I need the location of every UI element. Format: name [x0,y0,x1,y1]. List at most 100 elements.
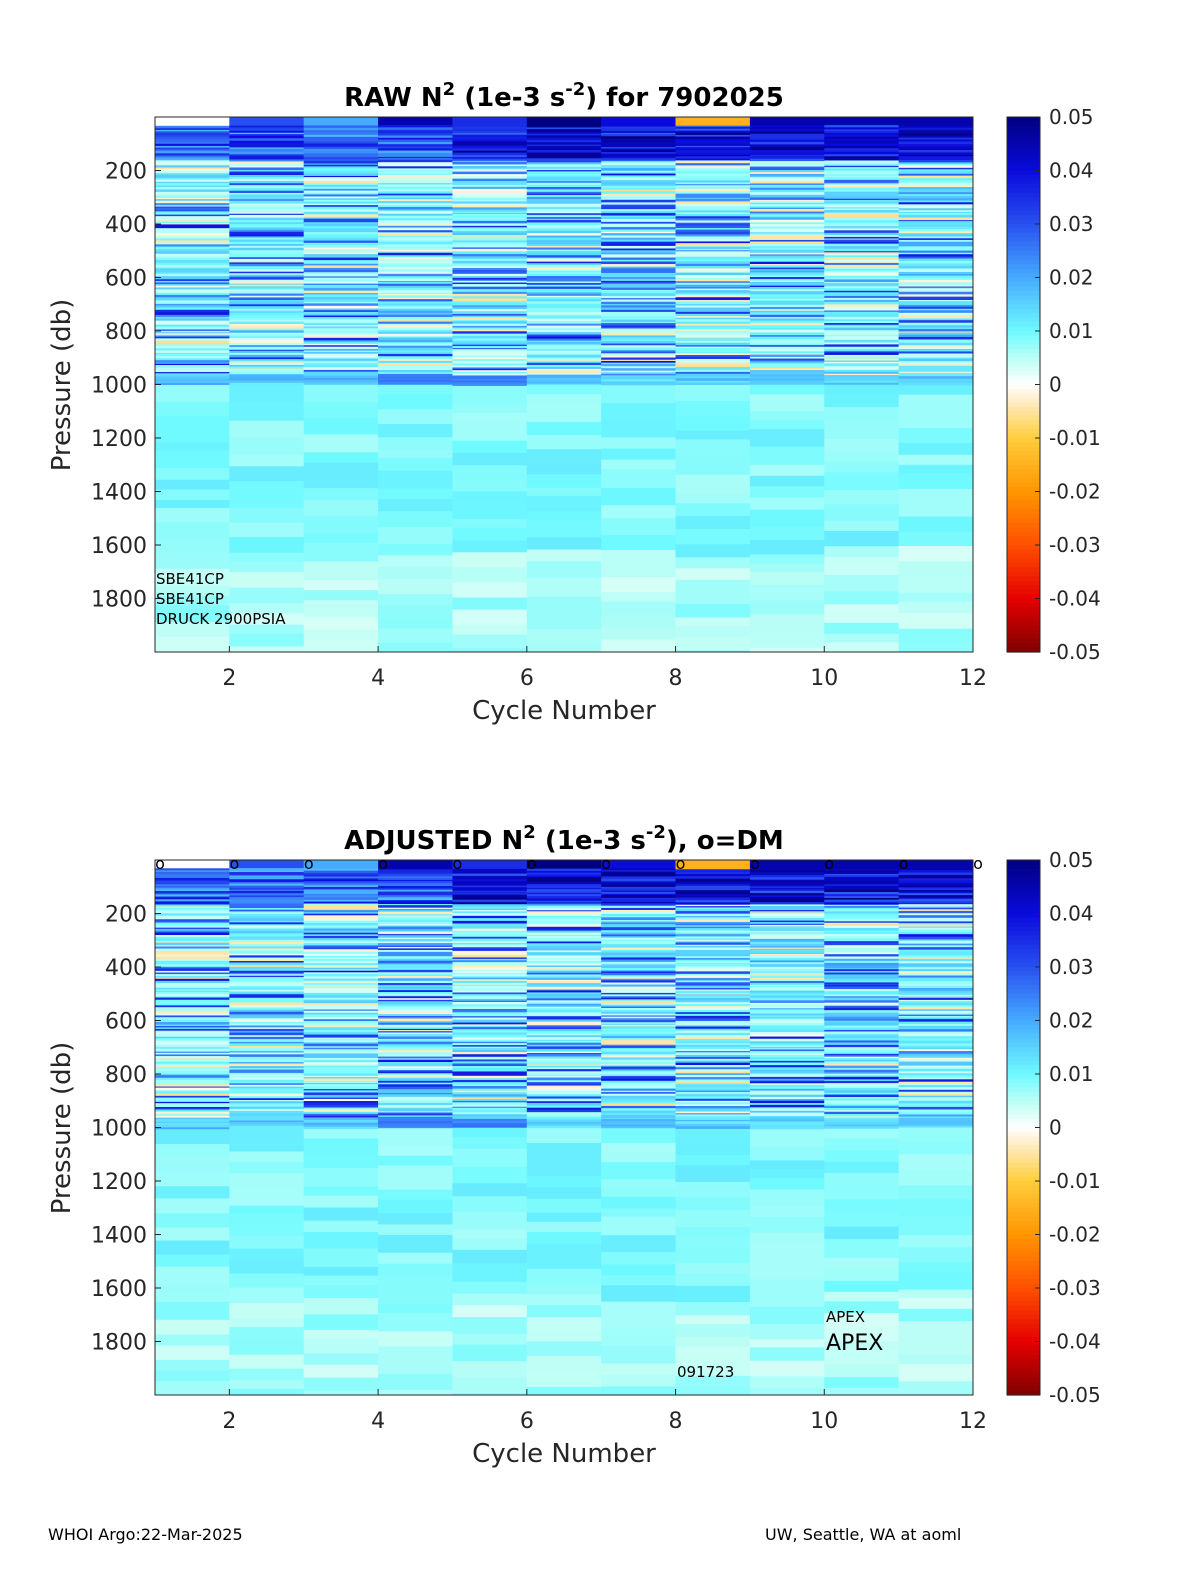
heatmap-cell [229,317,305,321]
heatmap-cell [378,963,453,965]
heatmap-cell [898,361,974,363]
heatmap-cell [898,442,974,456]
heatmap-cell [526,246,602,249]
heatmap-cell [303,897,379,901]
heatmap-cell [526,180,602,184]
heatmap-cell [155,385,230,403]
colorbar-swatch [1007,1149,1040,1155]
heatmap-cell [303,980,379,983]
heatmap-cell [526,318,602,322]
heatmap-cell [378,224,453,227]
heatmap-cell [378,188,453,192]
heatmap-cell [303,1117,379,1121]
heatmap-cell [749,126,825,130]
heatmap-cell [526,487,602,497]
heatmap-cell [824,239,900,243]
heatmap-cell [601,189,677,192]
heatmap-cell [675,1000,751,1003]
heatmap-cell [229,996,305,999]
heatmap-cell [229,880,305,883]
heatmap-cell [898,378,974,382]
heatmap-cell [155,330,230,333]
heatmap-cell [601,870,677,873]
heatmap-cell [303,171,379,174]
heatmap-cell [749,336,825,340]
heatmap-cell [526,887,602,890]
heatmap-cell [749,1094,825,1098]
colorbar-swatch [1007,210,1040,216]
heatmap-cell [303,1298,379,1316]
heatmap-cell [749,384,825,395]
colorbar-swatch [1007,1354,1040,1360]
colorbar-tick-label: 0.05 [1049,105,1094,129]
heatmap-cell [155,353,230,357]
heatmap-cell [898,902,974,905]
heatmap-cell [749,881,825,884]
heatmap-cell [824,257,900,261]
heatmap-cell [824,1075,900,1078]
heatmap-cell [526,199,602,203]
heatmap-cell [526,896,602,900]
heatmap-cell [452,1123,528,1127]
heatmap-cell [378,618,453,629]
heatmap-cell [675,557,751,569]
heatmap-cell [898,226,974,230]
heatmap-cell [601,1065,677,1068]
heatmap-cell [229,571,305,589]
heatmap-cell [675,186,751,190]
heatmap-cell [303,881,379,884]
heatmap-cell [898,244,974,247]
heatmap-cell [675,145,751,148]
heatmap-cell [675,866,751,869]
heatmap-cell [526,176,602,179]
heatmap-cell [155,203,230,206]
heatmap-cell [378,266,453,270]
heatmap-cell [229,890,305,894]
heatmap-cell [898,898,974,902]
colorbar-tick-label: 0.01 [1049,1062,1094,1086]
heatmap-cell [155,1029,230,1032]
heatmap-cell [601,267,677,270]
heatmap-cell [378,1032,453,1035]
heatmap-cell [824,167,900,170]
heatmap-cell [601,924,677,927]
heatmap-cell [898,1336,974,1355]
heatmap-cell [898,288,974,291]
y-tick-label: 600 [105,1010,147,1035]
heatmap-cell [452,231,528,234]
heatmap-cell [675,1022,751,1026]
heatmap-cell [229,154,305,156]
heatmap-cell [452,973,528,976]
heatmap-cell [824,1000,900,1004]
heatmap-cell [824,899,900,903]
heatmap-cell [824,906,900,909]
heatmap-cell [452,893,528,896]
heatmap-cell [824,1117,900,1121]
heatmap-cell [824,1061,900,1065]
heatmap-cell [526,346,602,350]
heatmap-cell [526,892,602,895]
heatmap-cell [526,611,602,630]
heatmap-cell [155,181,230,184]
heatmap-cell [526,1075,602,1079]
heatmap-cell [526,357,602,360]
heatmap-cell [824,127,900,130]
heatmap-cell [378,282,453,285]
heatmap-cell [303,281,379,285]
heatmap-cell [824,997,900,1001]
colorbar-swatch [1007,1105,1040,1111]
heatmap-cell [749,870,825,873]
heatmap-cell [749,872,825,875]
heatmap-cell [526,316,602,320]
heatmap-cell [303,222,379,225]
heatmap-cell [229,935,305,938]
heatmap-cell [303,279,379,282]
heatmap-cell [155,918,230,920]
heatmap-cell [824,175,900,178]
heatmap-cell [675,871,751,875]
heatmap-cell [229,190,305,194]
heatmap-cell [898,349,974,351]
heatmap-cell [378,373,453,376]
heatmap-cell [601,283,677,287]
heatmap-cell [303,1071,379,1075]
